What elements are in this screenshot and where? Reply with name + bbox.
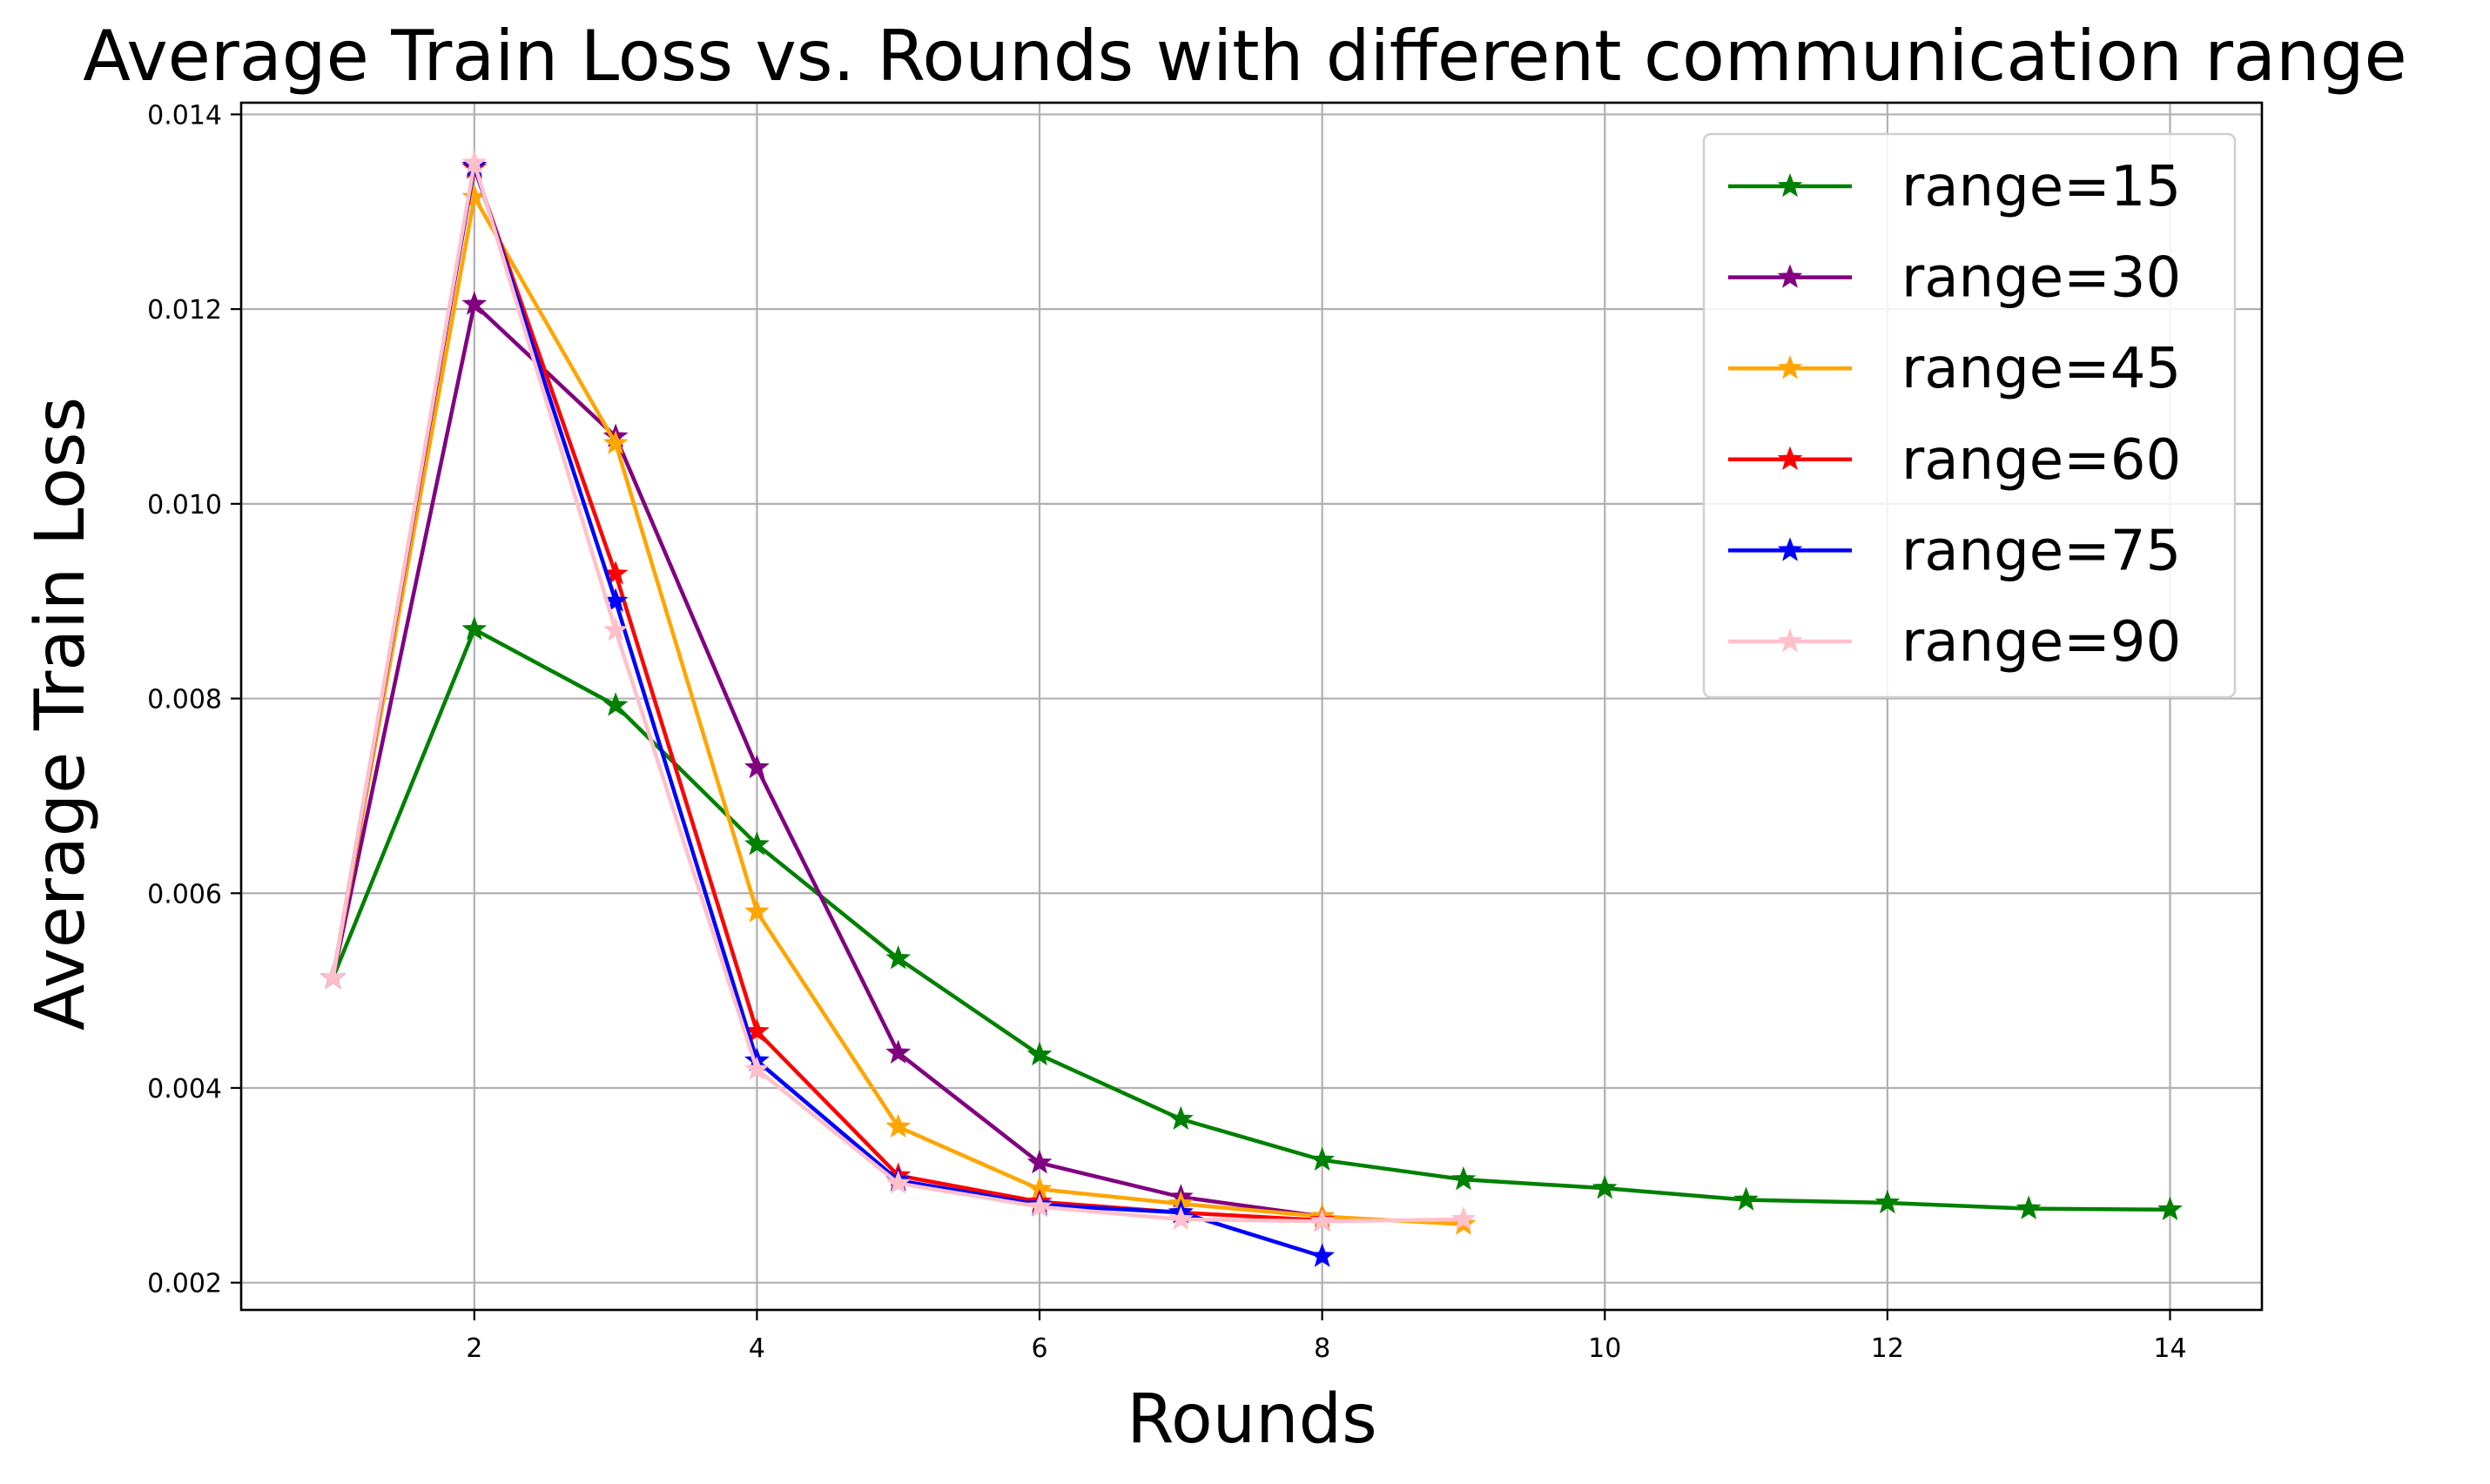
- data-point-marker: [461, 291, 488, 315]
- data-point-marker: [885, 945, 912, 970]
- y-axis-label: Average Train Loss: [22, 397, 100, 1031]
- data-point-marker: [744, 754, 770, 779]
- series-line: [331, 195, 1464, 1226]
- data-point-marker: [1026, 1193, 1053, 1218]
- data-point-marker: [885, 1039, 912, 1064]
- legend-label: range=30: [1901, 246, 2181, 311]
- series-line: [331, 161, 1464, 1224]
- data-point-marker: [602, 430, 629, 454]
- series-layer: [320, 150, 2183, 1267]
- x-tick-label: 4: [749, 1333, 765, 1364]
- plot-frame: [239, 101, 2264, 1312]
- x-axis-ticks: 2 4 6 8 10 12 14: [466, 1310, 2187, 1364]
- data-point-marker: [602, 692, 629, 716]
- data-point-marker: [2016, 1195, 2042, 1219]
- data-point-marker: [1592, 1175, 1618, 1199]
- data-point-marker: [1309, 1208, 1336, 1232]
- data-point-marker: [1026, 1149, 1053, 1174]
- data-point-marker: [602, 617, 629, 641]
- series-line: [331, 627, 2170, 1212]
- legend-swatch-marker: [1777, 355, 1803, 379]
- data-point-marker: [2157, 1196, 2183, 1221]
- y-axis-ticks: 0.002 0.004 0.006 0.008 0.010 0.012 0.014: [147, 100, 241, 1299]
- x-axis-label: Rounds: [1127, 1380, 1376, 1459]
- data-point-marker: [885, 1170, 912, 1194]
- series-range-45: [320, 184, 1477, 1235]
- y-tick-label: 0.006: [147, 879, 222, 910]
- x-tick-label: 10: [1588, 1333, 1621, 1364]
- chart-title: Average Train Loss vs. Rounds with diffe…: [83, 16, 2406, 97]
- legend-swatch-marker: [1777, 446, 1803, 471]
- series-range-15: [320, 615, 2183, 1221]
- legend-swatch-marker: [1777, 172, 1803, 198]
- data-point-marker: [1168, 1205, 1194, 1231]
- data-point-marker: [744, 1056, 770, 1080]
- legend-label: range=75: [1901, 519, 2181, 583]
- data-point-marker: [744, 898, 770, 923]
- data-point-marker: [1026, 1041, 1053, 1066]
- data-point-marker: [461, 615, 488, 641]
- data-point-marker: [1450, 1205, 1477, 1231]
- y-tick-label: 0.004: [147, 1074, 222, 1105]
- data-point-marker: [1309, 1243, 1336, 1267]
- legend-label: range=90: [1901, 610, 2181, 675]
- series-line: [331, 164, 1323, 1259]
- legend-label: range=45: [1901, 337, 2181, 401]
- y-tick-label: 0.002: [147, 1269, 222, 1299]
- data-point-marker: [320, 964, 346, 989]
- data-point-marker: [744, 831, 770, 856]
- data-point-marker: [1309, 1146, 1336, 1171]
- series-range-90: [320, 150, 1477, 1232]
- x-tick-label: 12: [1871, 1333, 1904, 1364]
- legend: range=15 range=30 range=45 range=60 range=75…: [1702, 132, 2237, 699]
- legend-label: range=15: [1901, 155, 2181, 219]
- legend-box: [1702, 132, 2237, 699]
- y-tick-label: 0.008: [147, 685, 222, 715]
- data-point-marker: [461, 150, 488, 174]
- x-tick-label: 2: [466, 1333, 482, 1364]
- data-point-marker: [1874, 1189, 1901, 1214]
- series-line: [331, 302, 1322, 1219]
- legend-swatch-marker: [1777, 628, 1803, 653]
- data-point-marker: [885, 1113, 912, 1138]
- data-point-marker: [1450, 1165, 1477, 1191]
- legend-swatch-marker: [1777, 537, 1803, 561]
- legend-swatch-marker: [1777, 264, 1803, 288]
- y-tick-label: 0.010: [147, 490, 222, 520]
- y-tick-label: 0.014: [147, 100, 222, 131]
- data-point-marker: [1168, 1105, 1194, 1131]
- y-tick-label: 0.012: [147, 295, 222, 326]
- x-tick-label: 8: [1314, 1333, 1330, 1364]
- x-tick-label: 14: [2153, 1333, 2186, 1364]
- series-line: [331, 165, 1322, 1223]
- x-tick-label: 6: [1031, 1333, 1047, 1364]
- data-point-marker: [1733, 1186, 1759, 1211]
- legend-label: range=60: [1901, 428, 2181, 493]
